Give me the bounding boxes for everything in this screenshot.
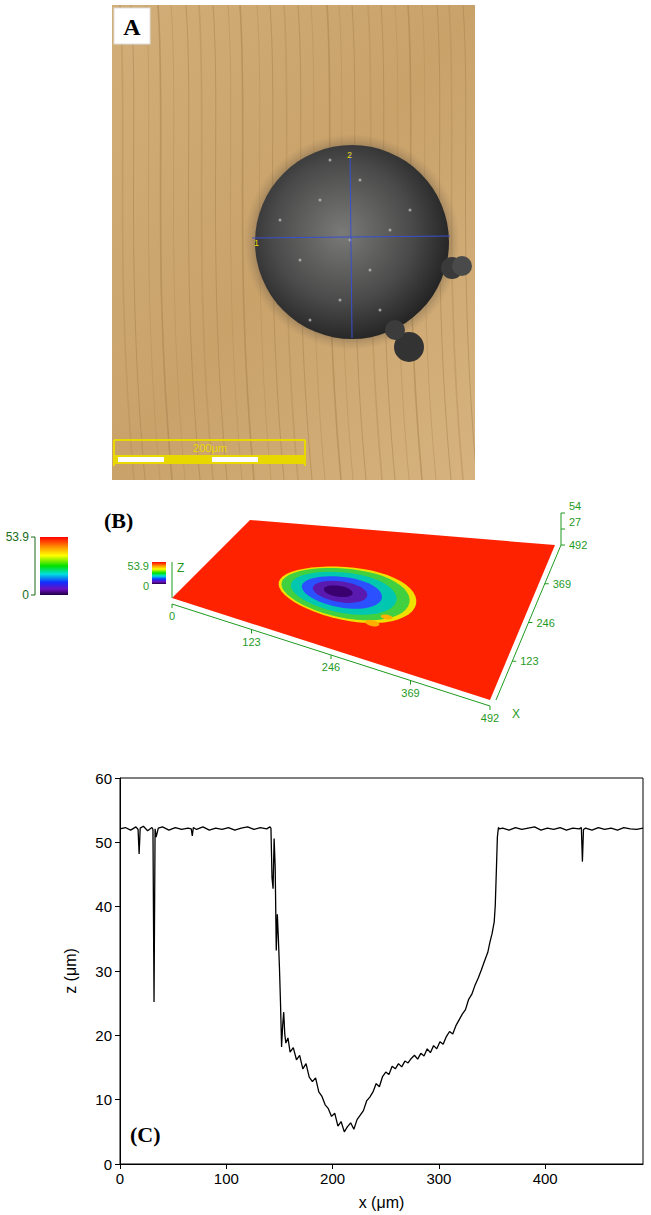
- svg-text:1: 1: [254, 238, 259, 248]
- svg-text:53.9: 53.9: [128, 560, 149, 572]
- svg-text:369: 369: [553, 578, 571, 590]
- svg-text:200μm: 200μm: [193, 442, 227, 454]
- svg-text:123: 123: [520, 655, 538, 667]
- svg-text:0: 0: [104, 1156, 112, 1173]
- svg-text:30: 30: [95, 963, 112, 980]
- svg-text:50: 50: [95, 834, 112, 851]
- svg-text:10: 10: [95, 1091, 112, 1108]
- svg-text:0: 0: [22, 588, 29, 602]
- svg-text:A: A: [123, 14, 141, 40]
- svg-text:200: 200: [320, 1170, 345, 1187]
- svg-text:53.9: 53.9: [6, 530, 30, 544]
- svg-text:492: 492: [569, 539, 587, 551]
- svg-text:54: 54: [569, 500, 581, 512]
- svg-text:(B): (B): [104, 508, 133, 533]
- svg-text:0: 0: [116, 1170, 124, 1187]
- svg-text:492: 492: [481, 712, 499, 724]
- svg-text:400: 400: [533, 1170, 558, 1187]
- svg-text:z (μm): z (μm): [62, 948, 79, 994]
- svg-text:(C): (C): [130, 1122, 161, 1147]
- svg-text:2: 2: [347, 150, 352, 160]
- svg-text:20: 20: [95, 1027, 112, 1044]
- svg-text:60: 60: [95, 770, 112, 787]
- svg-text:0: 0: [143, 580, 149, 592]
- svg-text:X: X: [512, 707, 520, 721]
- svg-text:246: 246: [322, 661, 340, 673]
- svg-text:Z: Z: [177, 561, 184, 575]
- svg-text:27: 27: [569, 516, 581, 528]
- svg-text:246: 246: [537, 617, 555, 629]
- svg-text:0: 0: [169, 610, 175, 622]
- svg-text:300: 300: [426, 1170, 451, 1187]
- svg-text:x (μm): x (μm): [359, 1194, 405, 1211]
- svg-text:123: 123: [242, 636, 260, 648]
- svg-text:369: 369: [401, 687, 419, 699]
- svg-text:100: 100: [214, 1170, 239, 1187]
- svg-text:40: 40: [95, 898, 112, 915]
